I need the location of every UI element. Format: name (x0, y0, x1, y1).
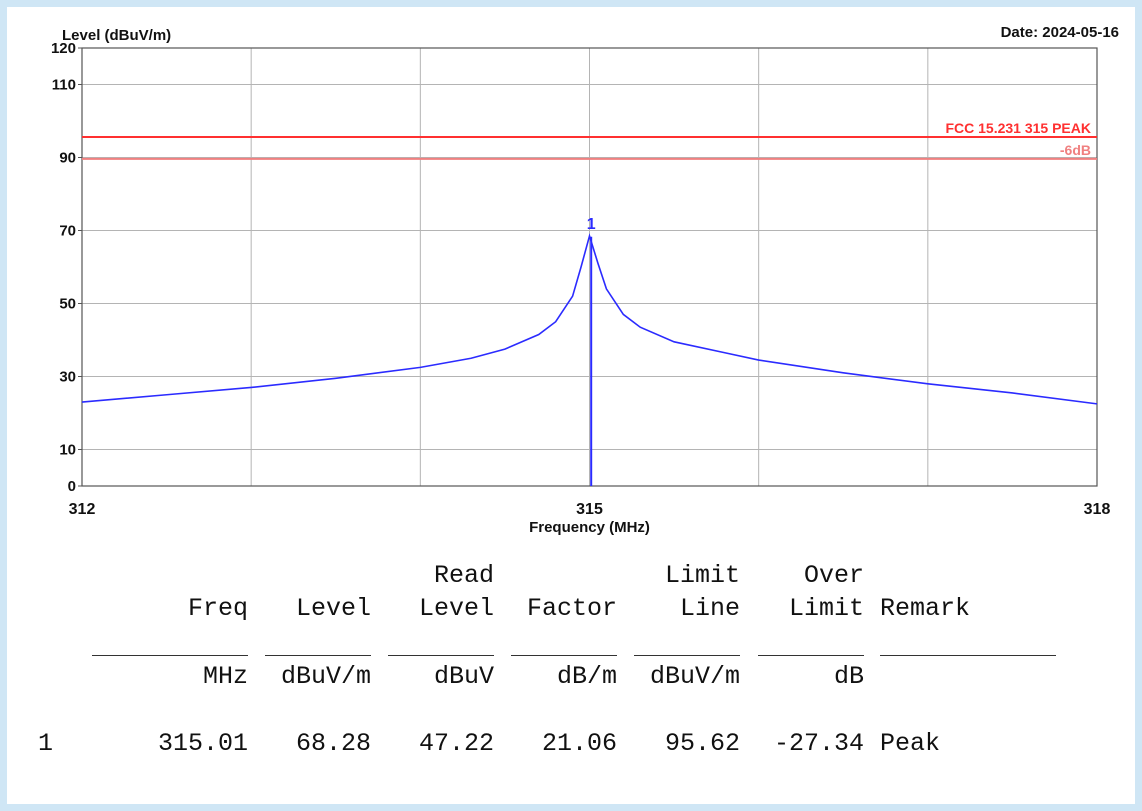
x-tick-label: 315 (576, 501, 603, 518)
limit-line-label: FCC 15.231 315 PEAK (945, 120, 1091, 136)
y-axis-title: Level (dBuV/m) (62, 27, 171, 44)
x-axis-title: Frequency (MHz) (529, 519, 650, 536)
y-tick-label: 10 (59, 442, 76, 459)
date-label: Date: 2024-05-16 (1001, 24, 1119, 41)
plot-frame (81, 47, 1098, 487)
y-tick-label: 120 (51, 40, 76, 57)
y-tick-label: 110 (52, 77, 76, 94)
marker-label: 1 (587, 216, 596, 233)
y-tick-label: 70 (59, 223, 76, 240)
y-tick-label: 30 (59, 369, 76, 386)
y-tick-label: 0 (68, 478, 76, 495)
x-tick-label: 312 (69, 501, 96, 518)
series-line (81, 233, 1098, 405)
y-tick-label: 90 (59, 150, 76, 167)
limit-line-label: -6dB (1060, 142, 1091, 158)
y-tick-label: 50 (59, 296, 76, 313)
x-tick-label: 318 (1084, 501, 1111, 518)
